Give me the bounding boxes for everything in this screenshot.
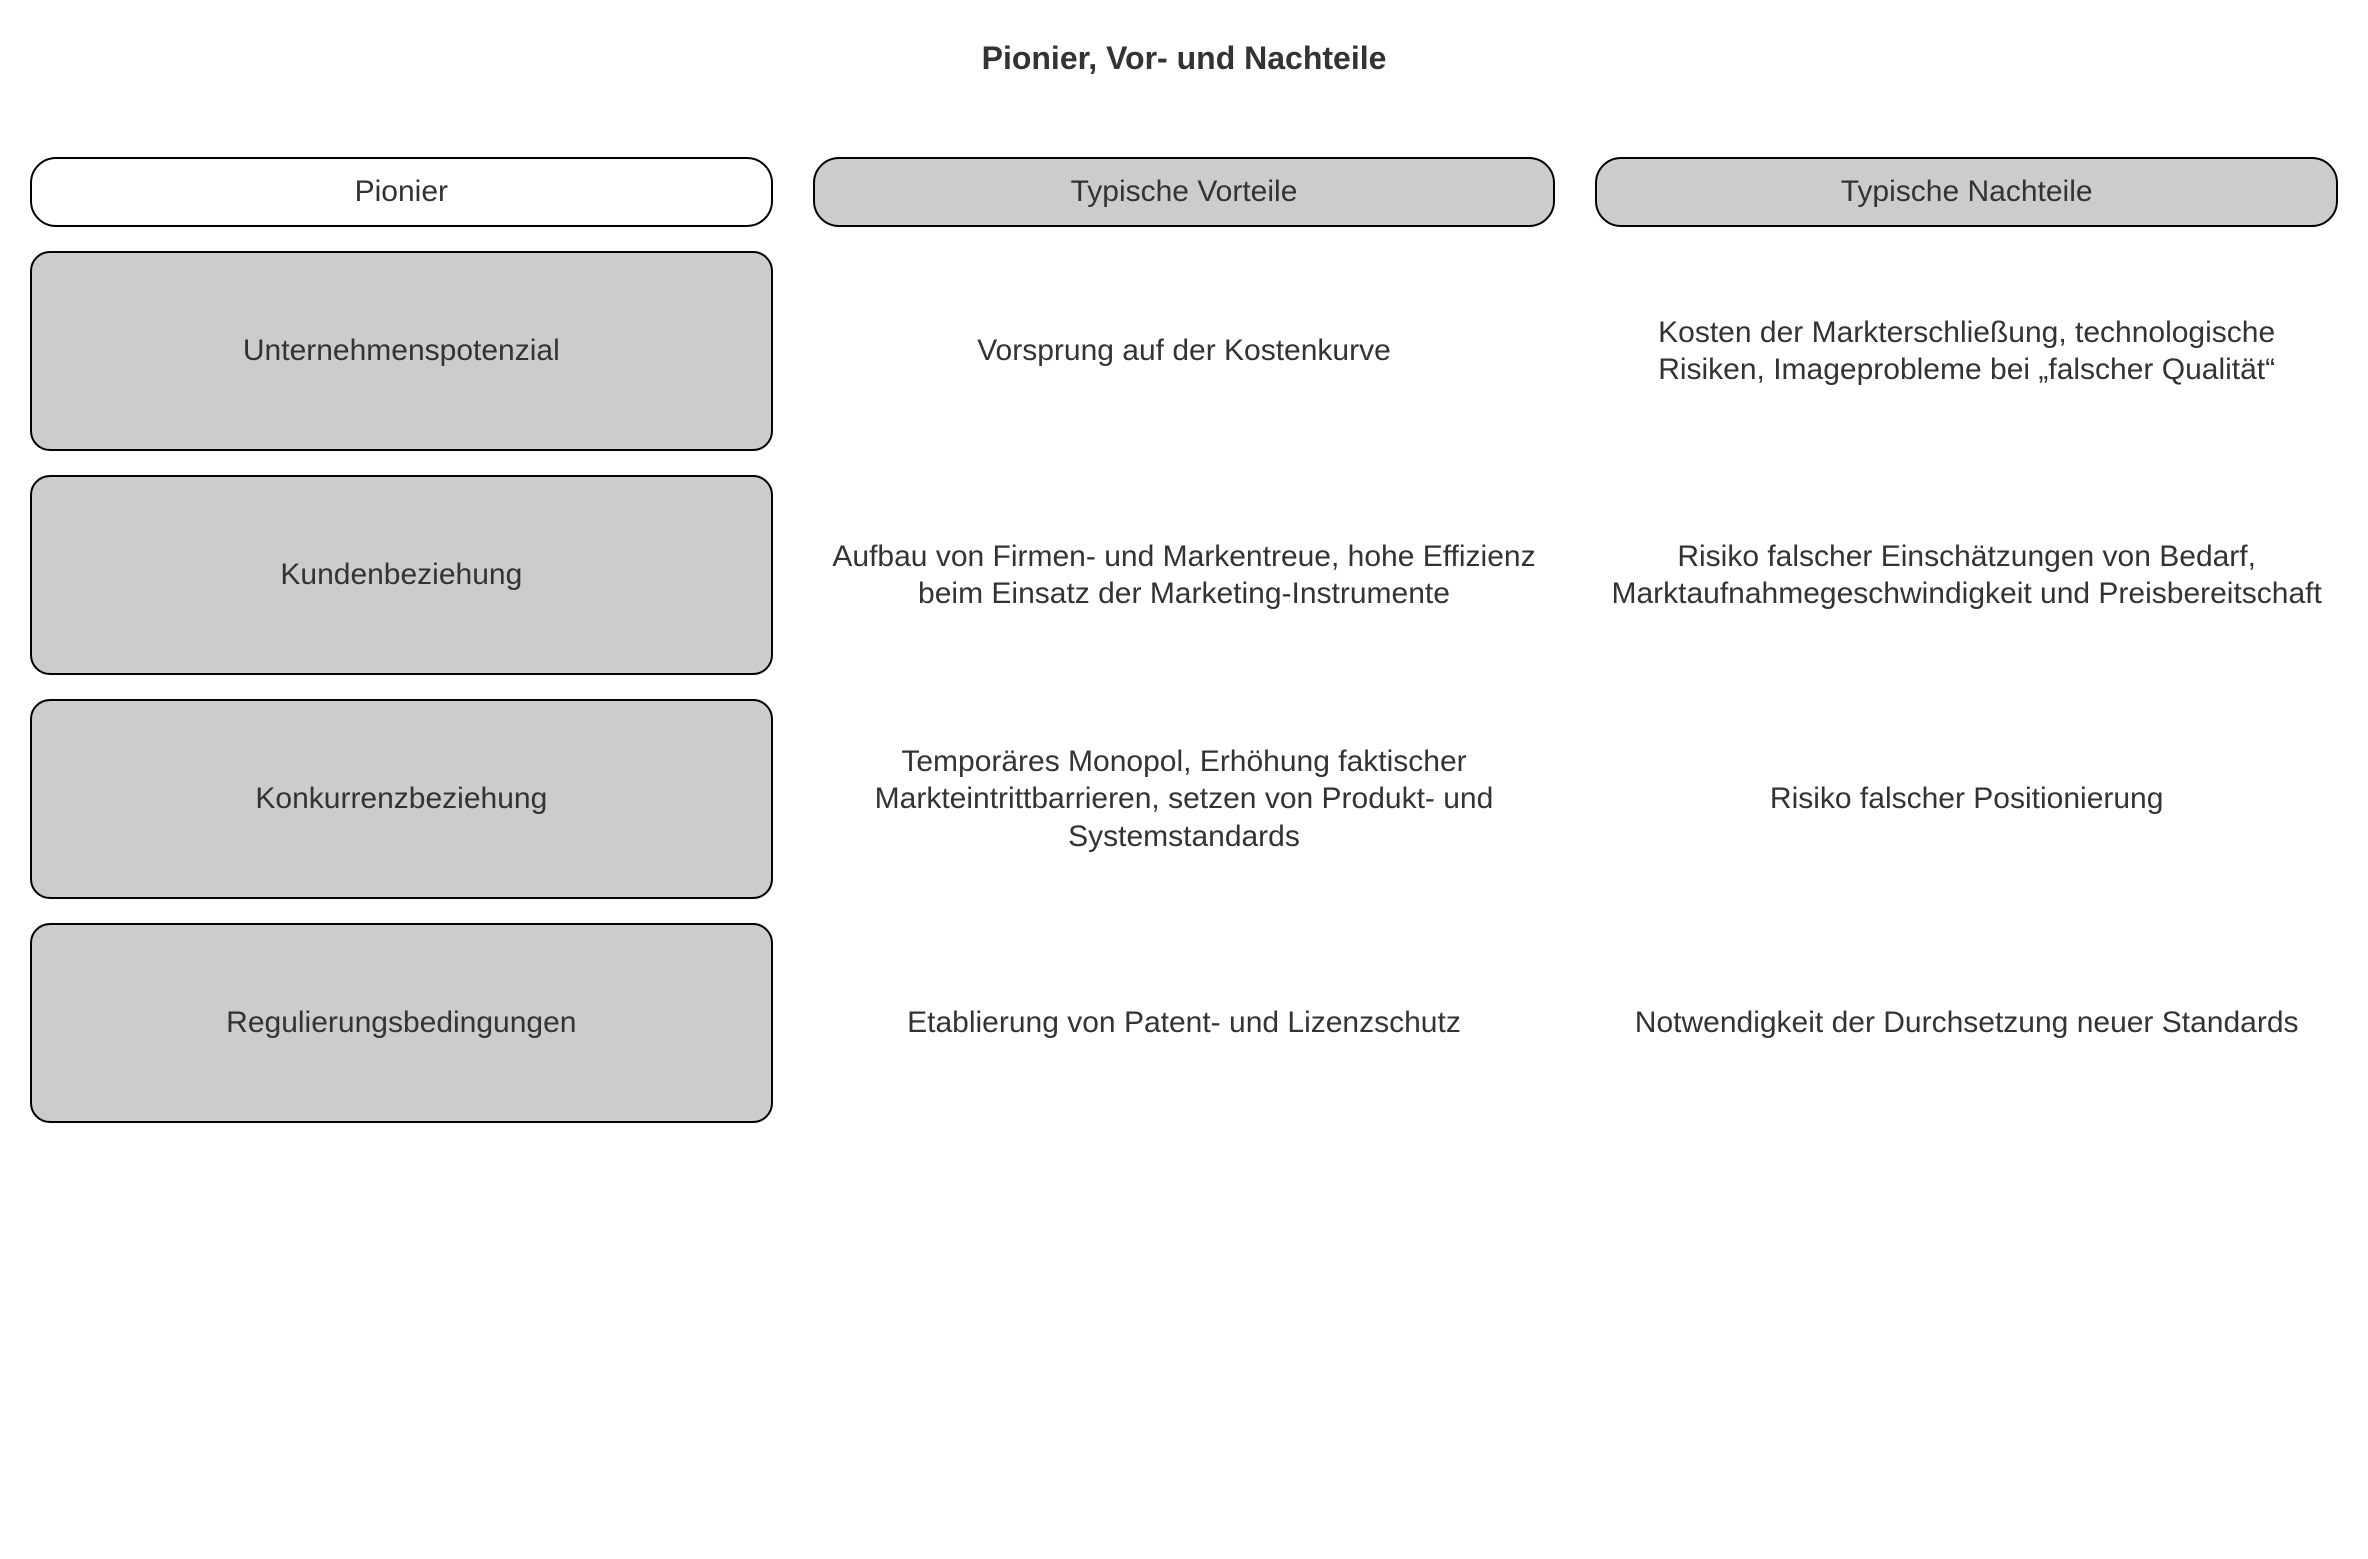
category-box: Konkurrenzbeziehung — [30, 699, 773, 899]
nachteil-text: Risiko falscher Positionierung — [1595, 699, 2338, 899]
category-box: Regulierungsbedingungen — [30, 923, 773, 1123]
vorteil-text: Vorsprung auf der Kostenkurve — [813, 251, 1556, 451]
diagram-title: Pionier, Vor- und Nachteile — [30, 40, 2338, 77]
header-pionier: Pionier — [30, 157, 773, 227]
nachteil-text: Risiko falscher Einschätzungen von Bedar… — [1595, 475, 2338, 675]
category-box: Unternehmenspotenzial — [30, 251, 773, 451]
vorteil-text: Etablierung von Patent- und Lizenzschutz — [813, 923, 1556, 1123]
nachteil-text: Kosten der Markterschließung, technologi… — [1595, 251, 2338, 451]
header-nachteile: Typische Nachteile — [1595, 157, 2338, 227]
vorteil-text: Temporäres Monopol, Erhöhung faktischer … — [813, 699, 1556, 899]
header-vorteile: Typische Vorteile — [813, 157, 1556, 227]
vorteil-text: Aufbau von Firmen- und Markentreue, hohe… — [813, 475, 1556, 675]
category-box: Kundenbeziehung — [30, 475, 773, 675]
diagram-grid: Pionier Typische Vorteile Typische Nacht… — [30, 157, 2338, 1123]
nachteil-text: Notwendigkeit der Durchsetzung neuer Sta… — [1595, 923, 2338, 1123]
